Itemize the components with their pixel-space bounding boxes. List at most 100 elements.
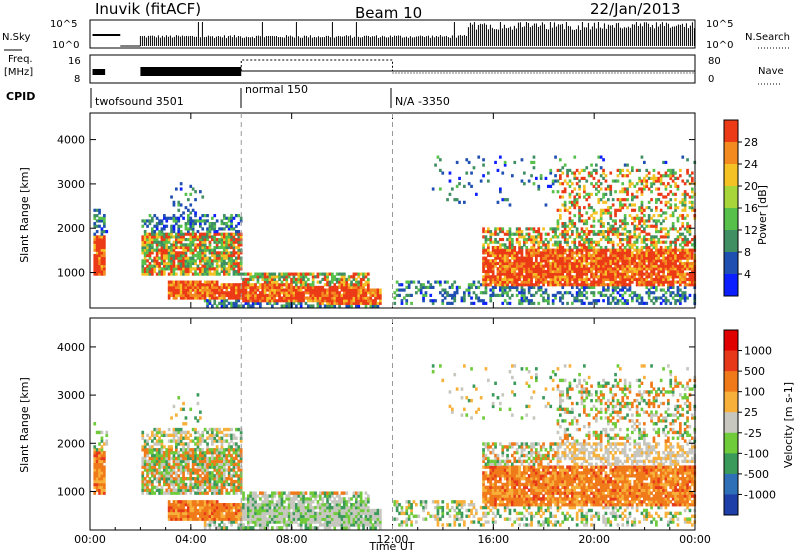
heatmap-cell [98,482,101,487]
heatmap-cell [148,261,152,266]
heatmap-cell [583,259,586,263]
heatmap-cell [671,256,675,260]
heatmap-cell [527,288,531,292]
heatmap-cell [189,283,193,287]
heatmap-cell [235,269,238,274]
heatmap-cell [657,187,661,191]
heatmap-cell [179,448,183,452]
heatmap-cell [280,285,284,289]
heatmap-cell [640,155,644,159]
heatmap-cell [542,243,545,247]
heatmap-cell [503,245,507,250]
heatmap-cell [275,299,279,303]
heatmap-cell [184,488,188,492]
heatmap-cell [283,277,286,282]
heatmap-cell [182,235,185,239]
heatmap-cell [489,283,493,287]
heatmap-cell [369,299,373,303]
heatmap-cell [95,237,99,242]
heatmap-cell [151,468,154,472]
heatmap-cell [599,174,603,178]
heatmap-cell [494,245,497,250]
heatmap-cell [424,291,428,295]
heatmap-cell [573,245,577,250]
heatmap-cell [326,288,329,292]
heatmap-cell [165,474,169,478]
heatmap-cell [163,245,166,250]
heatmap-cell [611,277,615,282]
heatmap-cell [448,301,452,305]
heatmap-cell [436,280,440,284]
heatmap-cell [242,304,245,308]
heatmap-cell [189,237,193,242]
heatmap-cell [671,222,675,226]
heatmap-cell [549,248,553,252]
heatmap-cell [470,283,473,287]
heatmap-cell [155,430,159,435]
heatmap-cell [671,285,675,289]
heatmap-cell [103,245,106,250]
heatmap-cell [340,296,344,300]
heatmap-cell [520,291,524,295]
heatmap-cell [592,259,596,263]
heatmap-cell [143,479,147,484]
heatmap-cell [628,256,632,260]
heatmap-cell [98,491,101,495]
heatmap-cell [175,439,178,443]
heatmap-cell [614,230,617,234]
heatmap-cell [626,187,629,191]
heatmap-cell [184,293,188,297]
heatmap-cell [657,179,661,183]
heatmap-cell [201,232,205,236]
heatmap-cell [604,264,608,268]
heatmap-cell [357,296,361,300]
heatmap-cell [511,283,514,287]
heatmap-cell [175,462,178,466]
heatmap-cell [664,275,668,279]
heatmap-cell [614,227,617,231]
heatmap-cell [631,251,634,255]
heatmap-cell [489,264,493,268]
heatmap-cell [506,283,509,287]
heatmap-cell [345,280,349,284]
heatmap-cell [280,272,284,276]
heatmap-cell [316,299,320,303]
heatmap-cell [275,293,279,297]
heatmap-cell [167,259,171,263]
heatmap-cell [496,269,500,274]
heatmap-cell [379,293,382,297]
heatmap-cell [623,237,627,242]
heatmap-cell [609,216,613,220]
heatmap-cell [602,230,605,234]
heatmap-cell [628,171,632,175]
heatmap-cell [199,291,202,295]
heatmap-cell [520,285,524,289]
heatmap-cell [249,288,253,292]
heatmap-cell [184,514,188,518]
heatmap-cell [146,259,149,263]
heatmap-cell [249,285,253,289]
heatmap-cell [520,261,524,266]
heatmap-cell [213,293,217,297]
heatmap-cell [609,283,613,287]
heatmap-cell [434,299,437,303]
heatmap-cell [544,232,548,236]
heatmap-cell [170,280,173,284]
heatmap-cell [302,296,305,300]
heatmap-cell [158,471,161,475]
heatmap-cell [556,168,560,172]
heatmap-cell [669,198,673,202]
heatmap-cell [187,511,190,516]
heatmap-cell [499,280,502,284]
heatmap-cell [208,222,212,226]
heatmap-cell [98,453,101,458]
heatmap-cell [587,248,591,252]
heatmap-cell [595,299,598,303]
heatmap-cell [153,459,157,464]
heatmap-cell [573,256,577,260]
heatmap-cell [201,296,205,300]
heatmap-cell [191,272,195,276]
heatmap-cell [177,456,181,461]
heatmap-cell [609,206,613,210]
